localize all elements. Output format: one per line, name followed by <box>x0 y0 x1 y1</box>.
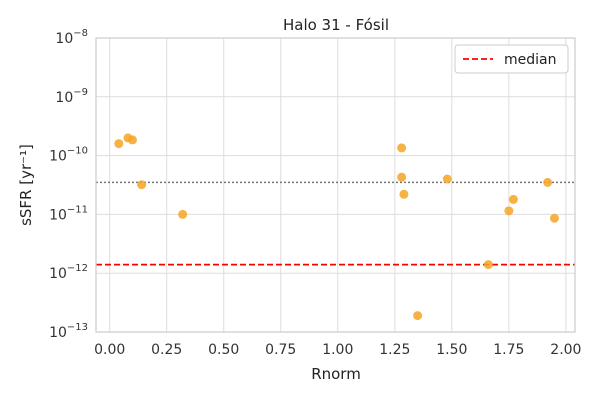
y-tick-label: 10−11 <box>49 204 88 223</box>
x-tick-label: 0.75 <box>265 342 296 358</box>
data-point <box>178 209 188 219</box>
y-tick-label: 10−8 <box>55 28 88 47</box>
data-point <box>483 260 493 270</box>
data-point <box>508 194 518 204</box>
reference-lines <box>96 181 575 266</box>
data-point <box>127 135 137 145</box>
y-axis-label: sSFR [yr⁻¹] <box>17 144 35 226</box>
legend-box <box>454 44 569 74</box>
legend-label-median: median <box>504 52 556 68</box>
x-tick-label: 1.75 <box>493 342 524 358</box>
x-axis-label: Rnorm <box>311 365 361 383</box>
y-tick-label: 10−12 <box>49 263 88 282</box>
data-point <box>549 213 559 223</box>
data-point <box>397 143 407 153</box>
data-point <box>504 206 514 216</box>
data-point <box>543 177 553 187</box>
data-point <box>114 139 124 149</box>
x-tick-label: 1.25 <box>379 342 410 358</box>
data-point <box>137 180 147 190</box>
x-axis-ticks: 0.00 0.25 0.50 0.75 1.00 1.25 1.50 1.75 2.00 <box>94 342 581 358</box>
data-point <box>397 172 407 182</box>
data-points <box>114 133 559 321</box>
x-tick-label: 1.00 <box>322 342 353 358</box>
data-point <box>399 189 409 199</box>
legend: median <box>454 44 569 74</box>
y-tick-label: 10−13 <box>49 322 88 341</box>
x-tick-label: 2.00 <box>550 342 581 358</box>
plot-frame <box>95 37 576 333</box>
data-point <box>442 174 452 184</box>
y-axis-ticks: 10−13 10−12 10−11 10−10 10−9 10−8 <box>49 28 88 341</box>
x-tick-label: 0.50 <box>208 342 239 358</box>
y-tick-label: 10−10 <box>49 146 88 165</box>
grid <box>96 37 575 333</box>
x-tick-label: 1.50 <box>436 342 467 358</box>
data-point <box>413 311 423 321</box>
x-tick-label: 0.25 <box>151 342 182 358</box>
x-tick-label: 0.00 <box>94 342 125 358</box>
y-tick-label: 10−9 <box>55 87 88 106</box>
chart-title: Halo 31 - Fósil <box>283 16 389 34</box>
